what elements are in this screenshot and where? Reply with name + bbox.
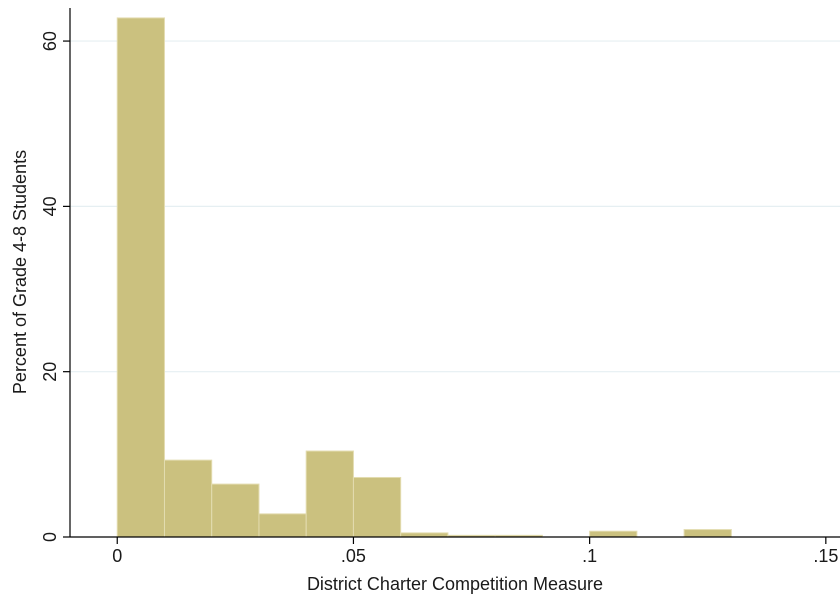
y-tick-label: 0: [40, 532, 60, 542]
y-axis-ticks: 0 20 40 60: [40, 31, 70, 542]
histogram-bar-10: [589, 530, 638, 538]
histogram-bar-5: [352, 476, 402, 538]
x-axis-label: District Charter Competition Measure: [307, 574, 603, 594]
y-axis-label: Percent of Grade 4-8 Students: [10, 150, 30, 394]
histogram-bars: [116, 17, 732, 538]
x-tick-label: .05: [341, 546, 366, 566]
x-axis-ticks: 0 .05 .1 .15: [112, 537, 838, 566]
x-tick-label: .15: [813, 546, 838, 566]
histogram-bar-0: [116, 17, 165, 538]
histogram-bar-1: [163, 459, 213, 538]
y-tick-label: 20: [40, 362, 60, 382]
histogram-bar-6: [400, 532, 449, 538]
x-tick-label: .1: [582, 546, 597, 566]
y-tick-label: 40: [40, 196, 60, 216]
grid-lines: [70, 40, 840, 373]
x-tick-label: 0: [112, 546, 122, 566]
y-tick-label: 60: [40, 31, 60, 51]
histogram-bar-3: [258, 513, 307, 538]
histogram-bar-2: [211, 483, 260, 538]
histogram-bar-12: [683, 529, 732, 538]
histogram-bar-4: [305, 450, 354, 538]
